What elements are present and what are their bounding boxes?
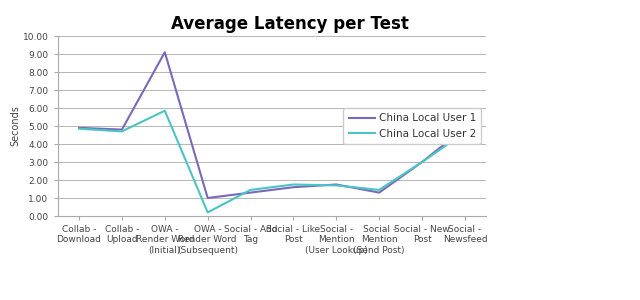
China Local User 2 — [375, 188, 383, 192]
China Local User 1 — [289, 185, 297, 189]
China Local User 1 — [76, 126, 83, 130]
China Local User 1 — [461, 126, 468, 130]
China Local User 1 — [204, 196, 211, 200]
China Local User 2 — [419, 160, 426, 164]
China Local User 2 — [118, 130, 125, 133]
Line: China Local User 1: China Local User 1 — [79, 52, 465, 198]
China Local User 2 — [461, 130, 468, 134]
China Local User 1 — [419, 160, 426, 164]
China Local User 2 — [289, 183, 297, 186]
China Local User 2 — [76, 127, 83, 130]
China Local User 1 — [246, 191, 254, 194]
China Local User 1 — [375, 191, 383, 194]
Text: Average Latency per Test: Average Latency per Test — [172, 15, 409, 33]
China Local User 2 — [333, 184, 340, 187]
Legend: China Local User 1, China Local User 2: China Local User 1, China Local User 2 — [343, 108, 481, 144]
China Local User 2 — [161, 109, 169, 112]
Y-axis label: Seconds: Seconds — [10, 106, 20, 146]
China Local User 2 — [204, 211, 211, 214]
Line: China Local User 2: China Local User 2 — [79, 111, 465, 212]
China Local User 2 — [246, 188, 254, 192]
China Local User 1 — [118, 128, 125, 131]
China Local User 1 — [161, 50, 169, 54]
China Local User 1 — [333, 183, 340, 186]
